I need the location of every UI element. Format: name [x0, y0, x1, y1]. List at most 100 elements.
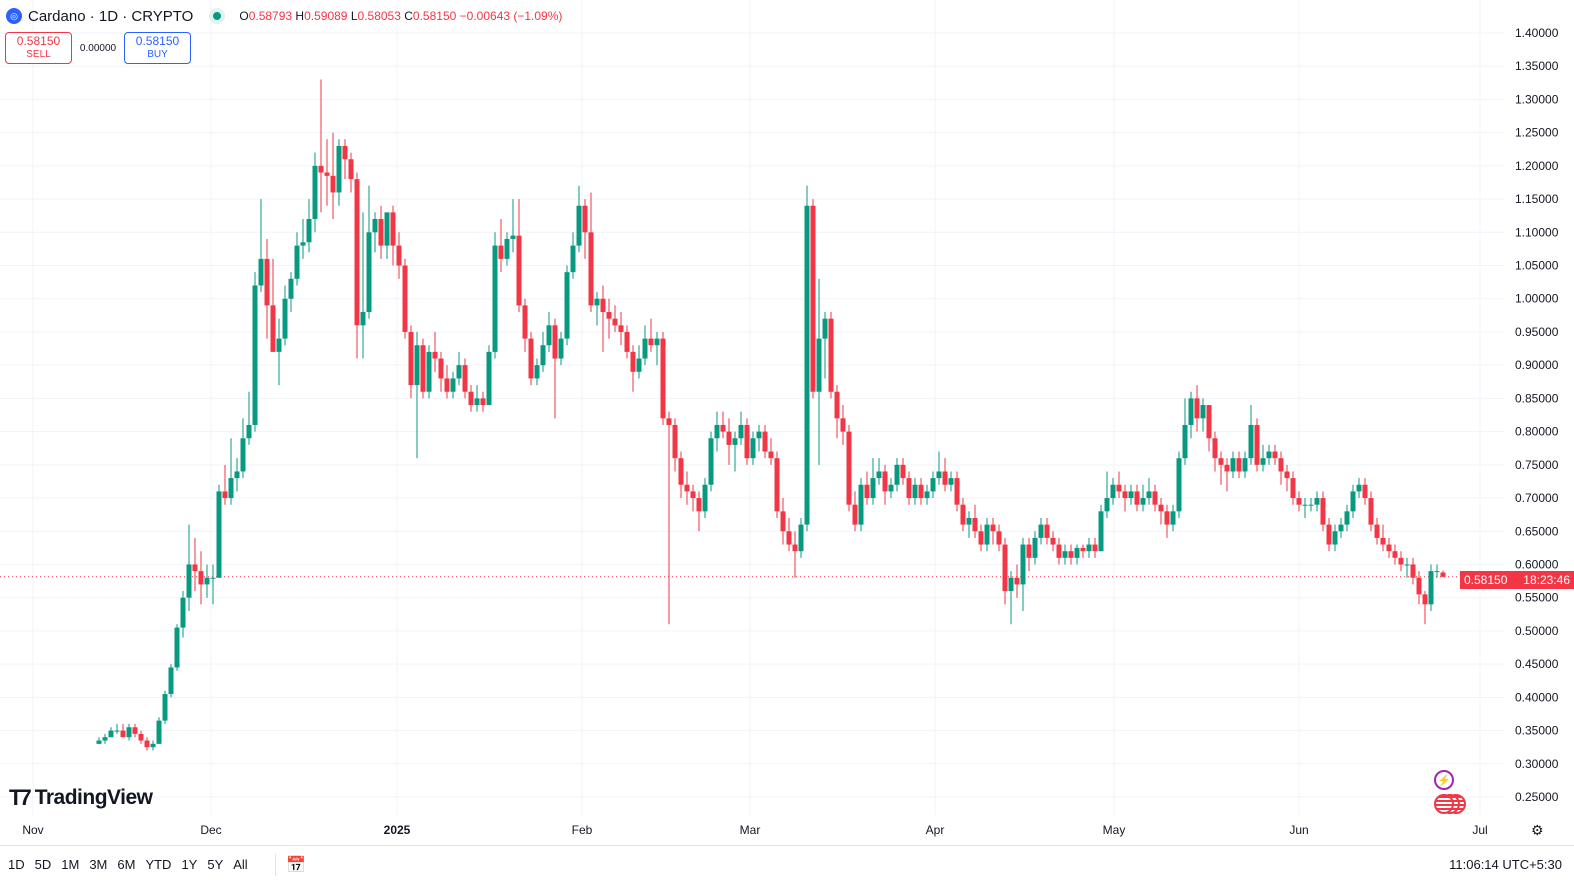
- change-value: −0.00643 (−1.09%): [459, 9, 563, 23]
- candle-up: [1308, 504, 1314, 506]
- candle-down: [222, 491, 228, 499]
- candle-up: [252, 285, 258, 425]
- candle-up: [1146, 491, 1152, 499]
- candle-up: [156, 720, 162, 744]
- x-tick-label: Mar: [739, 823, 761, 837]
- candle-up: [504, 238, 510, 259]
- candle-down: [618, 325, 624, 332]
- candle-down: [1092, 544, 1098, 552]
- range-6m-button[interactable]: 6M: [117, 857, 136, 872]
- candle-down: [972, 517, 978, 532]
- candle-down: [1206, 405, 1212, 439]
- y-tick-label: 0.35000: [1515, 724, 1559, 738]
- candle-down: [630, 351, 636, 372]
- candle-down: [1296, 498, 1302, 505]
- candle-up: [936, 471, 942, 479]
- candle-down: [438, 358, 444, 379]
- candle-up: [546, 325, 552, 346]
- candle-up: [1428, 571, 1434, 605]
- candle-down: [828, 318, 834, 392]
- candle-down: [1422, 594, 1428, 605]
- ohlc-values: O0.58793 H0.59089 L0.58053 C0.58150 −0.0…: [239, 9, 562, 23]
- y-tick-label: 1.35000: [1515, 59, 1559, 73]
- market-open-dot-icon[interactable]: [209, 8, 226, 24]
- candle-up: [1074, 547, 1080, 558]
- candle-down: [720, 424, 726, 432]
- range-1m-button[interactable]: 1M: [61, 857, 80, 872]
- range-5y-button[interactable]: 5Y: [207, 857, 224, 872]
- range-3m-button[interactable]: 3M: [89, 857, 108, 872]
- x-tick-label: Feb: [571, 823, 593, 837]
- candle-down: [954, 478, 960, 505]
- y-tick-label: 0.65000: [1515, 524, 1559, 538]
- candle-down: [1014, 577, 1020, 585]
- price-axis[interactable]: 0.25000 0.30000 0.35000 0.40000 0.45000 0.500…: [1515, 26, 1559, 804]
- range-all-button[interactable]: All: [233, 857, 248, 872]
- sell-button[interactable]: 0.58150 SELL: [5, 32, 72, 64]
- candle-up: [1230, 458, 1236, 472]
- candle-up: [426, 351, 432, 392]
- candle-up: [816, 338, 822, 392]
- candle-up: [756, 431, 762, 439]
- candle-up: [1170, 511, 1176, 525]
- candle-up: [1200, 405, 1206, 419]
- range-ytd-button[interactable]: YTD: [145, 857, 172, 872]
- candle-down: [690, 491, 696, 499]
- candle-down: [1254, 424, 1260, 465]
- candle-up: [1038, 524, 1044, 538]
- candle-down: [330, 175, 336, 193]
- candle-down: [612, 318, 618, 326]
- candle-up: [384, 212, 390, 246]
- candle-up: [306, 219, 312, 243]
- candle-up: [102, 737, 108, 741]
- candle-down: [432, 351, 438, 359]
- candle-up: [576, 205, 582, 246]
- range-1y-button[interactable]: 1Y: [181, 857, 198, 872]
- candle-down: [192, 564, 198, 572]
- candle-up: [294, 245, 300, 279]
- candle-down: [264, 258, 270, 306]
- candle-down: [1272, 451, 1278, 459]
- candles: [96, 79, 1446, 751]
- candle-down: [138, 733, 144, 741]
- candle-up: [822, 318, 828, 339]
- candle-up: [1338, 524, 1344, 532]
- candle-down: [132, 727, 138, 734]
- gear-icon[interactable]: ⚙: [1531, 822, 1544, 838]
- symbol-title[interactable]: Cardano · 1D · CRYPTO: [28, 7, 194, 25]
- candle-down: [318, 165, 324, 173]
- candle-up: [1332, 531, 1338, 545]
- candle-down: [1164, 511, 1170, 525]
- candle-up: [1062, 551, 1068, 558]
- us-flag-economic-event-icon[interactable]: [1434, 794, 1454, 814]
- candle-down: [144, 740, 150, 748]
- candle-up: [1350, 491, 1356, 512]
- candle-down: [918, 484, 924, 499]
- candle-up: [414, 345, 420, 386]
- calendar-goto-icon[interactable]: 📅: [286, 857, 306, 874]
- candle-up: [186, 564, 192, 598]
- tradingview-logo[interactable]: T7 TradingView: [9, 785, 153, 811]
- candle-up: [246, 424, 252, 439]
- candle-down: [270, 305, 276, 352]
- candle-down: [1044, 524, 1050, 538]
- y-tick-label: 0.30000: [1515, 757, 1559, 771]
- candlestick-chart[interactable]: 0.25000 0.30000 0.35000 0.40000 0.45000 0.500…: [0, 0, 1574, 845]
- candle-up: [114, 730, 120, 732]
- candle-down: [354, 179, 360, 326]
- clock-timezone[interactable]: 11:06:14 UTC+5:30: [1449, 857, 1562, 872]
- range-1d-button[interactable]: 1D: [8, 857, 25, 872]
- range-5d-button[interactable]: 5D: [34, 857, 52, 872]
- candle-down: [480, 398, 486, 406]
- buy-button[interactable]: 0.58150 BUY: [124, 32, 191, 64]
- candle-down: [978, 531, 984, 545]
- y-tick-label: 0.55000: [1515, 591, 1559, 605]
- candle-up: [534, 365, 540, 379]
- candle-down: [1068, 551, 1074, 558]
- candle-down: [768, 451, 774, 459]
- grid-lines: [0, 0, 1505, 815]
- candle-down: [996, 531, 1002, 545]
- lightning-event-icon[interactable]: ⚡: [1434, 770, 1454, 790]
- y-tick-label: 0.70000: [1515, 491, 1559, 505]
- candle-up: [1086, 544, 1092, 552]
